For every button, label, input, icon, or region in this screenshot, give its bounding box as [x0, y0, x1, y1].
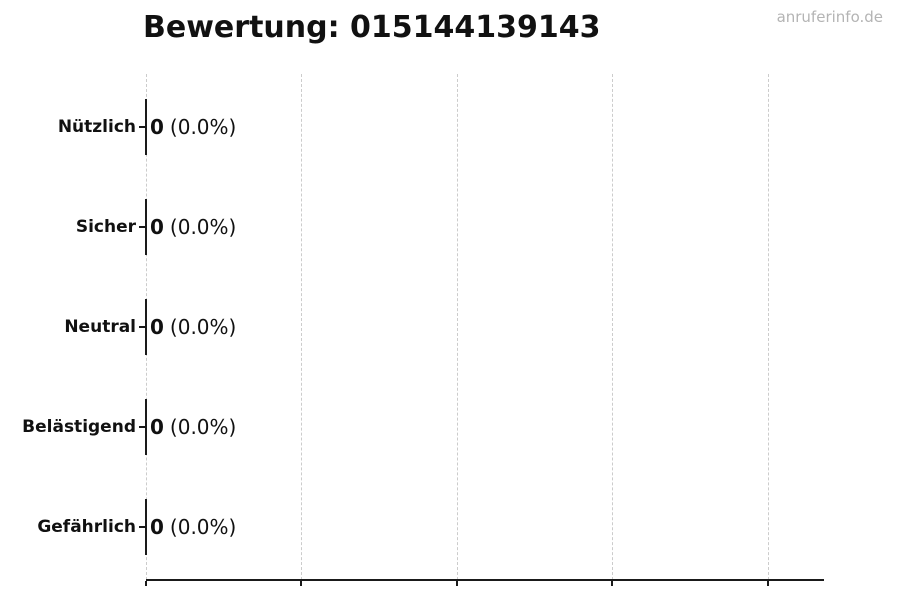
count-value: 0	[150, 315, 164, 339]
category-row: Nützlich 0 (0.0%)	[0, 77, 900, 177]
zero-value-bar	[145, 299, 147, 355]
category-label: Sicher	[75, 217, 136, 237]
percent-value: (0.0%)	[169, 415, 237, 439]
percent-value: (0.0%)	[169, 515, 237, 539]
gridline	[768, 74, 769, 580]
count-value: 0	[150, 115, 164, 139]
category-label: Gefährlich	[37, 517, 136, 537]
y-axis-tick	[139, 226, 146, 228]
x-axis-tick	[767, 581, 769, 586]
y-axis-tick	[139, 526, 146, 528]
count-value: 0	[150, 515, 164, 539]
x-axis-tick	[145, 581, 147, 586]
category-label: Nützlich	[57, 117, 136, 137]
zero-value-bar	[145, 199, 147, 255]
bar-annotation: 0 (0.0%)	[150, 215, 236, 239]
bar-annotation: 0 (0.0%)	[150, 115, 236, 139]
zero-value-bar	[145, 99, 147, 155]
y-axis-tick	[139, 126, 146, 128]
percent-value: (0.0%)	[169, 115, 237, 139]
x-axis-tick	[456, 581, 458, 586]
category-row: Neutral 0 (0.0%)	[0, 277, 900, 377]
y-axis-tick	[139, 326, 146, 328]
gridline	[612, 74, 613, 580]
percent-value: (0.0%)	[169, 315, 237, 339]
count-value: 0	[150, 215, 164, 239]
watermark: anruferinfo.de	[776, 8, 883, 26]
bar-annotation: 0 (0.0%)	[150, 415, 236, 439]
zero-value-bar	[145, 399, 147, 455]
percent-value: (0.0%)	[169, 215, 237, 239]
count-value: 0	[150, 415, 164, 439]
category-label: Belästigend	[22, 417, 136, 437]
category-row: Gefährlich 0 (0.0%)	[0, 477, 900, 577]
zero-value-bar	[145, 499, 147, 555]
gridline	[301, 74, 302, 580]
category-label: Neutral	[64, 317, 136, 337]
x-axis-line	[146, 579, 824, 581]
x-axis-tick	[611, 581, 613, 586]
bar-annotation: 0 (0.0%)	[150, 315, 236, 339]
chart-title: Bewertung: 015144139143	[143, 10, 601, 45]
category-row: Sicher 0 (0.0%)	[0, 177, 900, 277]
x-axis-tick	[300, 581, 302, 586]
y-axis-tick	[139, 426, 146, 428]
category-row: Belästigend 0 (0.0%)	[0, 377, 900, 477]
bar-annotation: 0 (0.0%)	[150, 515, 236, 539]
gridline	[457, 74, 458, 580]
